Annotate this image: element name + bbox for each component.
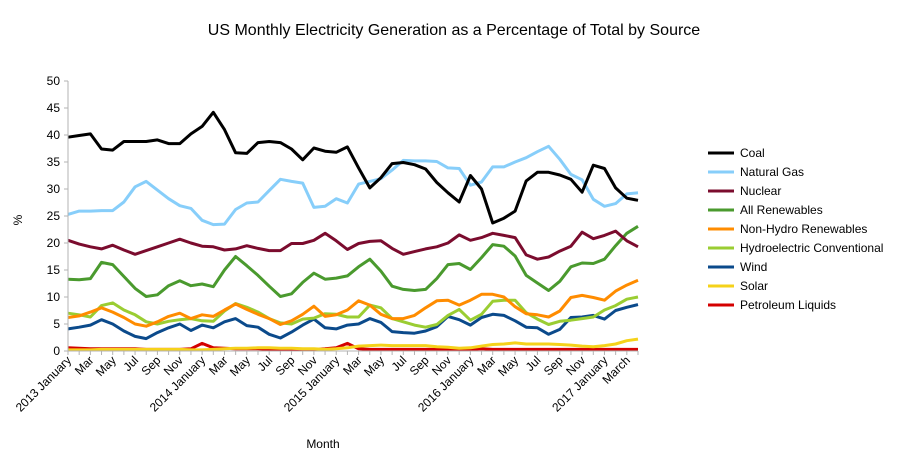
x-tick-label: May xyxy=(93,353,119,379)
y-tick-label: 10 xyxy=(47,290,61,304)
x-tick-label: Jul xyxy=(255,353,276,374)
legend-label-all-renewables: All Renewables xyxy=(740,203,823,217)
legend: Coal Natural Gas Nuclear All Renewables Non-… xyxy=(708,146,883,312)
series-line-natural-gas xyxy=(67,144,639,227)
chart-title: US Monthly Electricity Generation as a P… xyxy=(208,22,701,39)
y-axis-label: % xyxy=(11,214,25,225)
x-tick-label: Jul xyxy=(120,353,141,374)
x-tick-label: Jul xyxy=(523,353,544,374)
x-tick-label: Sep xyxy=(541,353,566,378)
x-tick-label: Mar xyxy=(206,353,231,378)
x-axis-label: Month xyxy=(306,437,339,451)
x-tick-label: May xyxy=(227,353,253,379)
x-tick-label: Mar xyxy=(72,353,97,378)
y-axis: 0 5 10 15 20 25 30 35 40 45 50 xyxy=(47,74,69,358)
x-tick-label: Sep xyxy=(139,353,164,378)
y-tick-label: 45 xyxy=(47,101,61,115)
series-line-nuclear xyxy=(67,229,639,261)
legend-label-natural-gas: Natural Gas xyxy=(740,165,804,179)
x-tick-label: May xyxy=(361,353,387,379)
series-line-coal xyxy=(67,110,639,225)
x-tick-label: Sep xyxy=(273,353,298,378)
y-tick-label: 15 xyxy=(47,263,61,277)
x-tick-label: Mar xyxy=(474,353,499,378)
series-line-solar xyxy=(68,337,639,352)
series-line-all-renewables xyxy=(67,225,639,298)
series-line-non-hydro-renewables xyxy=(67,278,639,328)
y-tick-label: 40 xyxy=(47,128,61,142)
plot-area xyxy=(67,110,639,352)
x-tick-label: Mar xyxy=(340,353,365,378)
legend-label-coal: Coal xyxy=(740,146,765,160)
y-tick-label: 30 xyxy=(47,182,61,196)
legend-label-solar: Solar xyxy=(740,279,768,293)
x-tick-label: Sep xyxy=(407,353,432,378)
y-tick-label: 20 xyxy=(47,236,61,250)
legend-label-wind: Wind xyxy=(740,260,767,274)
series-line-wind xyxy=(67,303,639,341)
y-tick-label: 0 xyxy=(53,344,60,358)
legend-label-nuclear: Nuclear xyxy=(740,184,781,198)
y-tick-label: 5 xyxy=(53,317,60,331)
x-tick-label: May xyxy=(495,353,521,379)
x-tick-label: 2013 January xyxy=(13,353,74,414)
y-tick-label: 35 xyxy=(47,155,61,169)
y-tick-label: 50 xyxy=(47,74,61,88)
legend-label-non-hydro-renewables: Non-Hydro Renewables xyxy=(740,222,867,236)
x-tick-label: Jul xyxy=(389,353,410,374)
legend-label-hydroelectric-conventional: Hydroelectric Conventional xyxy=(740,241,883,255)
series-line-hydroelectric-conventional xyxy=(67,295,639,329)
legend-label-petroleum-liquids: Petroleum Liquids xyxy=(740,298,836,312)
y-tick-label: 25 xyxy=(47,209,61,223)
